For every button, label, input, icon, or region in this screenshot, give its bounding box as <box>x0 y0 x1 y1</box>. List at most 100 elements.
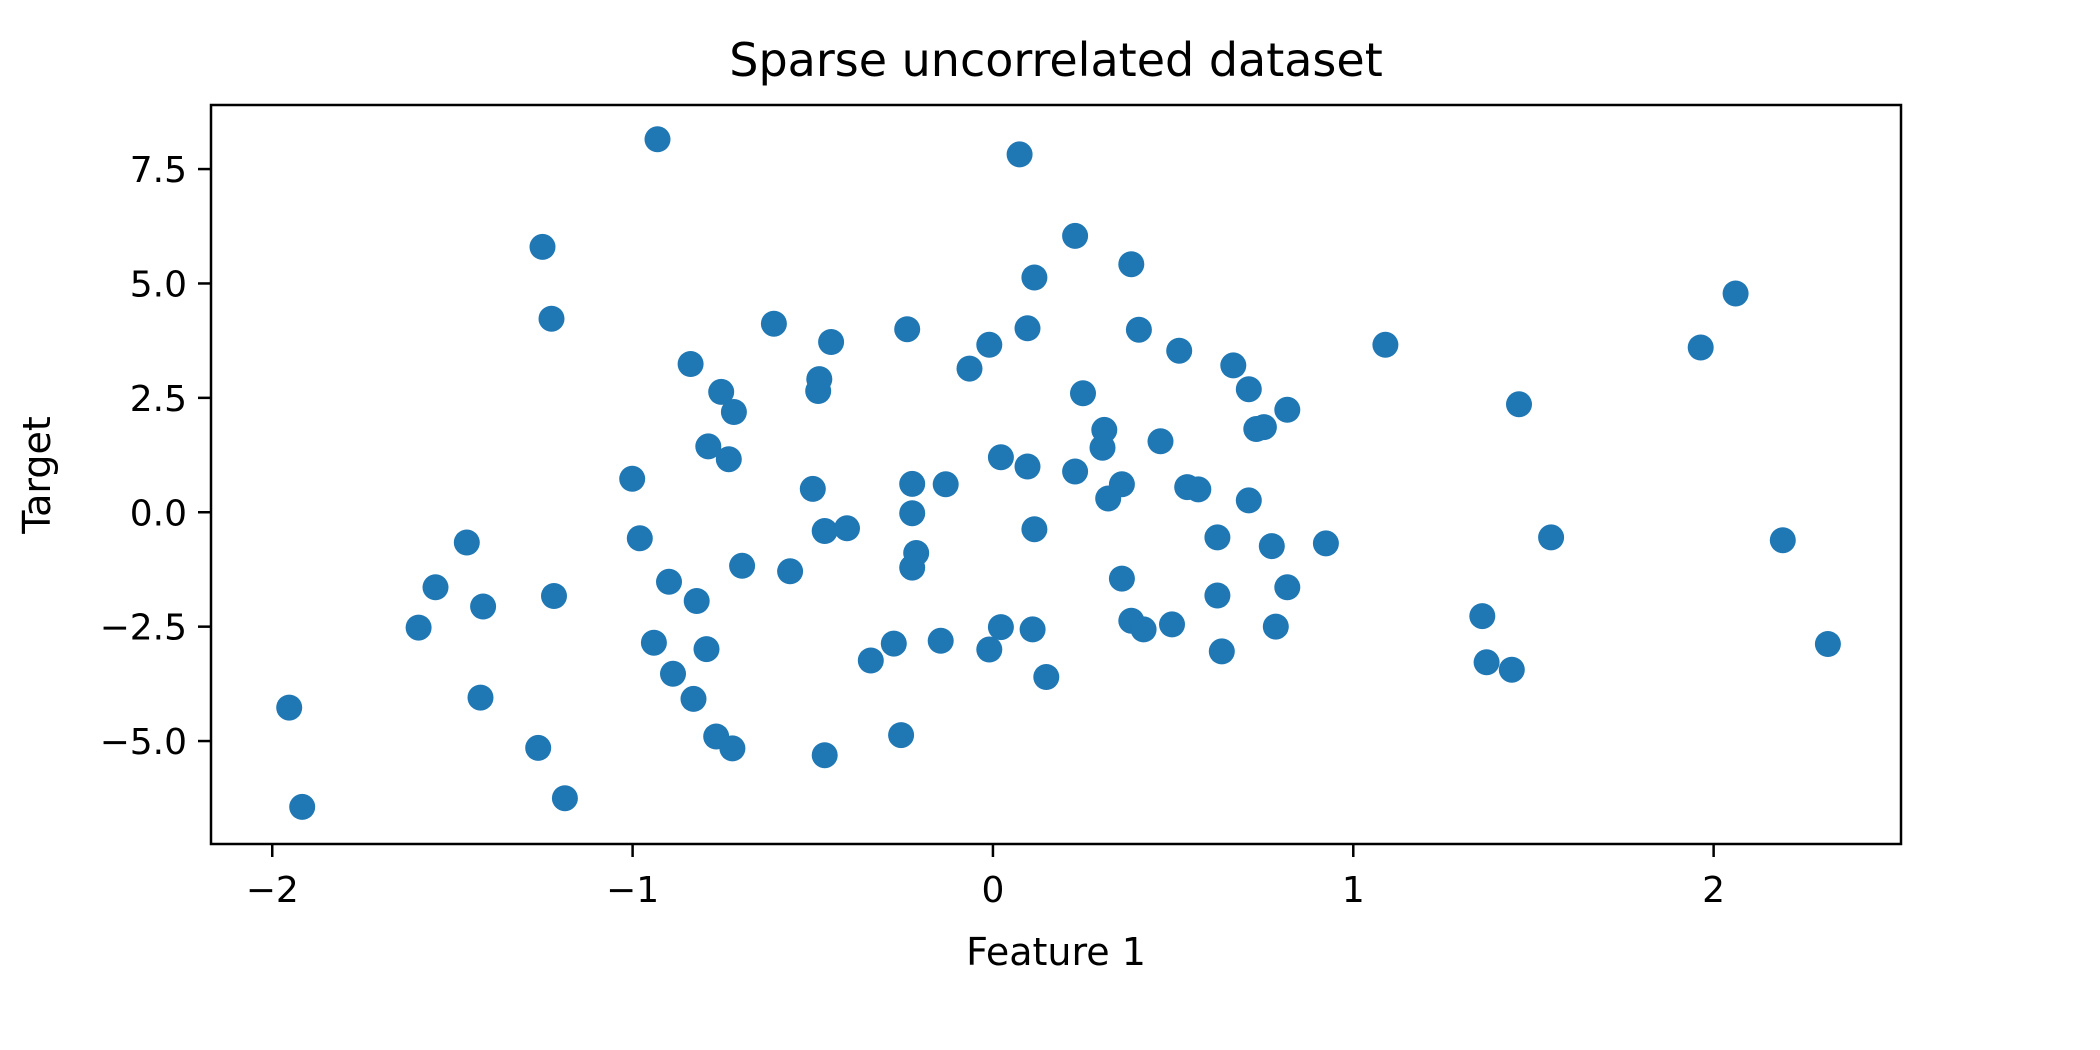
data-point <box>956 355 983 382</box>
x-axis: −2 −1 0 1 2 <box>246 844 1725 911</box>
data-point <box>1159 611 1185 638</box>
data-point <box>1019 616 1046 643</box>
data-point <box>932 471 959 498</box>
y-tick-label: 5.0 <box>130 264 187 305</box>
data-point <box>1372 331 1399 358</box>
data-point <box>1204 582 1231 609</box>
data-point <box>405 614 432 641</box>
data-point <box>619 465 646 492</box>
data-point <box>1312 530 1339 557</box>
data-point <box>640 629 667 656</box>
data-point <box>1070 380 1096 407</box>
data-point <box>1118 251 1145 278</box>
x-tick-label: 1 <box>1342 870 1365 911</box>
data-point <box>644 126 671 153</box>
data-point <box>1125 316 1152 343</box>
data-point <box>551 785 578 812</box>
data-point <box>1250 414 1277 441</box>
y-axis-label: Target <box>15 416 59 535</box>
data-point <box>453 529 480 556</box>
data-point <box>541 583 567 609</box>
data-point <box>715 446 742 473</box>
data-point <box>1235 487 1262 514</box>
data-point <box>708 378 735 405</box>
data-point <box>806 366 833 393</box>
chart-title: Sparse uncorrelated dataset <box>729 33 1382 87</box>
data-point <box>626 525 653 552</box>
y-tick-label: 2.5 <box>130 379 187 420</box>
x-tick-label: −1 <box>606 870 659 911</box>
data-point <box>1258 533 1285 560</box>
data-point <box>987 444 1014 471</box>
data-point <box>422 574 449 601</box>
y-tick-label: −2.5 <box>100 608 187 649</box>
plot-frame <box>209 103 1903 846</box>
data-point <box>719 735 746 762</box>
data-point <box>1220 352 1247 379</box>
data-point <box>760 310 787 337</box>
x-tick-label: 0 <box>981 870 1004 911</box>
data-point <box>677 351 704 377</box>
data-point <box>987 614 1014 641</box>
data-point <box>1091 416 1118 443</box>
y-axis: −5.0 −2.5 0.0 2.5 5.0 7.5 <box>100 150 211 763</box>
data-point <box>695 433 722 460</box>
data-point <box>1262 613 1289 640</box>
data-point <box>538 305 565 332</box>
data-point <box>857 647 884 674</box>
data-point <box>1166 337 1193 364</box>
data-point <box>976 636 1003 663</box>
data-point <box>1722 280 1749 307</box>
data-point <box>899 500 926 527</box>
data-point <box>1062 458 1089 485</box>
data-point <box>470 593 497 620</box>
data-point <box>811 518 838 544</box>
data-point <box>799 475 826 502</box>
y-tick-label: −5.0 <box>100 722 187 763</box>
data-point <box>1814 631 1841 657</box>
data-point <box>720 399 747 425</box>
data-point <box>888 722 915 749</box>
data-point <box>1147 428 1174 455</box>
data-point <box>1235 376 1262 403</box>
data-point <box>777 558 804 585</box>
data-point <box>1108 565 1135 592</box>
data-point <box>693 636 720 663</box>
data-point <box>729 552 756 579</box>
data-point <box>880 630 907 657</box>
data-point <box>1014 315 1041 342</box>
data-point <box>1021 516 1048 543</box>
data-point <box>1006 141 1033 168</box>
data-point <box>1769 527 1796 554</box>
x-axis-label: Feature 1 <box>966 930 1146 974</box>
data-point <box>276 694 303 721</box>
data-point <box>818 329 845 355</box>
data-point <box>899 470 926 497</box>
data-point <box>1014 453 1041 480</box>
data-point <box>467 684 494 711</box>
data-point <box>903 540 930 566</box>
data-point <box>660 660 686 687</box>
data-point <box>683 588 710 614</box>
data-point <box>1473 649 1500 676</box>
data-points <box>276 126 1841 820</box>
data-point <box>289 793 316 820</box>
data-point <box>525 734 552 761</box>
data-point <box>1108 471 1135 498</box>
data-point <box>529 233 556 260</box>
data-point <box>1021 264 1048 291</box>
data-point <box>680 685 707 712</box>
x-tick-label: 2 <box>1702 870 1725 911</box>
data-point <box>1185 476 1212 503</box>
data-point <box>834 515 860 542</box>
data-point <box>1274 396 1301 423</box>
data-point <box>656 568 682 595</box>
data-point <box>811 742 838 769</box>
y-tick-label: 0.0 <box>130 493 187 534</box>
data-point <box>1506 391 1532 418</box>
data-point <box>894 316 921 343</box>
x-tick-label: −2 <box>246 870 299 911</box>
data-point <box>1469 603 1496 630</box>
data-point <box>976 331 1003 358</box>
